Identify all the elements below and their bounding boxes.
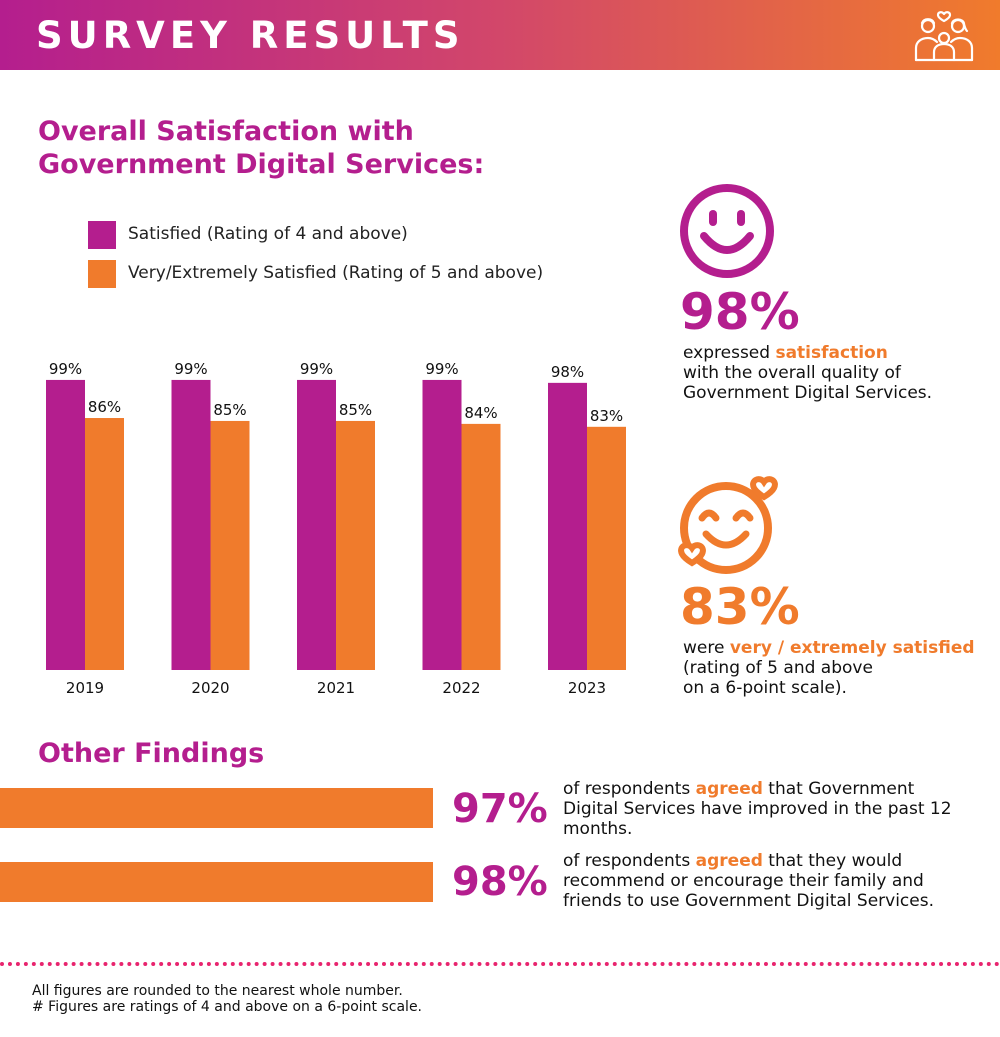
- bar-2021-series-1: [297, 379, 336, 670]
- finding-text-recommend-post: that they would recommend or encourage t…: [563, 851, 934, 911]
- finding-text-improved-highlight: agreed: [695, 779, 763, 799]
- data-label-2023-series-2: 83%: [590, 407, 623, 425]
- bar-2023-series-2: [587, 426, 626, 670]
- data-label-2021-series-2: 85%: [339, 401, 372, 419]
- x-tick-label-2020: 2020: [191, 679, 229, 697]
- data-label-2022-series-2: 84%: [464, 404, 497, 422]
- data-label-2019-series-1: 99%: [49, 360, 82, 378]
- bar-2020-series-2: [210, 420, 250, 670]
- stat-satisfaction-line3: Government Digital Services.: [683, 383, 933, 403]
- x-tick-label-2019: 2019: [66, 679, 104, 697]
- finding-value-recommend: 98%: [452, 859, 548, 905]
- header-banner: SURVEY RESULTS: [0, 0, 1000, 70]
- bar-2022-series-1: [422, 379, 462, 670]
- dotted-divider: [0, 962, 1000, 966]
- x-tick-label-2023: 2023: [568, 679, 606, 697]
- finding-text-recommend-pre: of respondents: [563, 851, 696, 871]
- data-label-2020-series-1: 99%: [174, 360, 207, 378]
- data-label-2021-series-1: 99%: [300, 360, 333, 378]
- stat-very-satisfied-line2: (rating of 5 and above: [683, 658, 873, 678]
- finding-text-recommend-highlight: agreed: [695, 851, 763, 871]
- data-label-2020-series-2: 85%: [213, 401, 246, 419]
- stat-very-satisfied-line1-pre: were: [683, 638, 730, 658]
- legend-label-satisfied: Satisfied (Rating of 4 and above): [128, 224, 408, 244]
- satisfaction-bar-chart: 99% 86% 2019 99% 85% 2020 99% 85% 2021 99% 84% 2022…: [46, 360, 626, 697]
- finding-text-improved-pre: of respondents: [563, 779, 696, 799]
- stat-very-satisfied-value: 83%: [680, 578, 800, 636]
- data-label-2019-series-2: 86%: [88, 398, 121, 416]
- footnote-scale: # Figures are ratings of 4 and above on …: [32, 999, 423, 1015]
- section-title-line2: Government Digital Services:: [38, 149, 485, 180]
- bar-2022-series-2: [461, 423, 501, 670]
- data-label-2022-series-1: 99%: [425, 360, 458, 378]
- legend-label-very-satisfied: Very/Extremely Satisfied (Rating of 5 an…: [128, 263, 544, 283]
- bar-2019-series-1: [46, 379, 85, 670]
- bar-2020-series-1: [171, 379, 211, 670]
- family-icon: [914, 11, 974, 62]
- smiley-face-icon: [680, 184, 774, 278]
- stat-very-satisfied-text: were very / extremely satisfied (rating …: [683, 638, 983, 698]
- stat-satisfaction-line2: with the overall quality of: [683, 363, 901, 383]
- stat-very-satisfied-line3: on a 6-point scale).: [683, 678, 847, 698]
- finding-text-improved-post: that Government Digital Services have im…: [563, 779, 952, 839]
- bar-2021-series-2: [336, 420, 375, 670]
- section-title-satisfaction: Overall Satisfaction with Government Dig…: [38, 115, 484, 181]
- legend-swatch-very-satisfied: [88, 260, 116, 288]
- finding-text-improved: of respondents agreed that Government Di…: [563, 779, 973, 839]
- finding-bar-improved: [0, 788, 433, 828]
- stat-very-satisfied-highlight: very / extremely satisfied: [729, 638, 975, 658]
- bar-2023-series-1: [548, 382, 587, 670]
- finding-text-recommend: of respondents agreed that they would re…: [563, 851, 973, 911]
- x-tick-label-2022: 2022: [442, 679, 480, 697]
- data-label-2023-series-1: 98%: [551, 363, 584, 381]
- bar-2019-series-2: [85, 418, 124, 670]
- section-title-line1: Overall Satisfaction with: [38, 116, 414, 147]
- section-title-other-findings: Other Findings: [38, 738, 265, 769]
- stat-satisfaction-highlight: satisfaction: [775, 343, 888, 363]
- smiley-hearts-icon: [678, 476, 778, 574]
- finding-bar-recommend: [0, 862, 433, 902]
- stat-satisfaction-value: 98%: [680, 283, 800, 341]
- legend-swatch-satisfied: [88, 221, 116, 249]
- stat-satisfaction-text: expressed satisfaction with the overall …: [683, 343, 983, 403]
- stat-satisfaction-line1-pre: expressed: [683, 343, 776, 363]
- finding-value-improved: 97%: [452, 786, 548, 832]
- x-tick-label-2021: 2021: [317, 679, 355, 697]
- header-title: SURVEY RESULTS: [36, 14, 465, 57]
- footnote-rounding: All figures are rounded to the nearest w…: [32, 983, 403, 999]
